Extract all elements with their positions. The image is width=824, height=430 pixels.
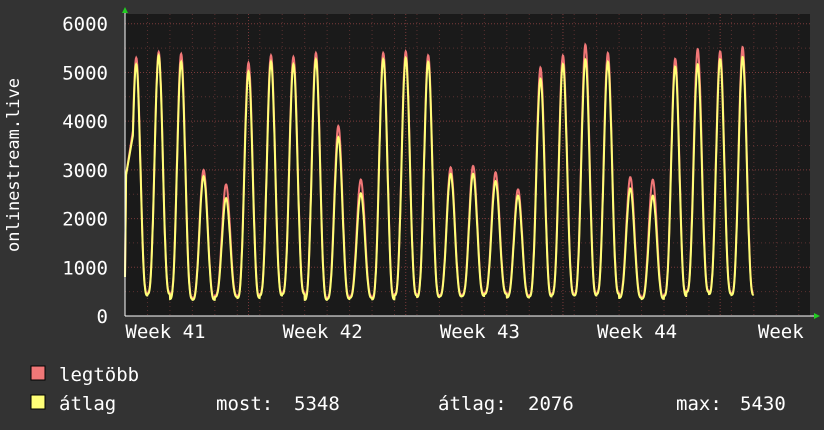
legend-label-legtobb: legtöbb [59, 364, 139, 386]
y-tick-label: 2000 [62, 209, 108, 231]
stat-avg-value: 2076 [528, 393, 574, 415]
x-tick-label: Week 43 [440, 321, 520, 343]
legend: legtöbb átlag most: 5348 átlag: 2076 max… [30, 364, 786, 415]
legend-swatch-legtobb [30, 365, 46, 381]
stat-current-label: most: [216, 393, 273, 415]
y-tick-label: 5000 [62, 62, 108, 84]
grid [125, 14, 810, 316]
legend-label-atlag: átlag [59, 393, 116, 415]
x-axis-arrow [814, 313, 820, 319]
x-tick-label: Week 42 [283, 321, 363, 343]
stat-avg-label: átlag: [438, 393, 507, 415]
x-tick-label: Week [758, 321, 804, 343]
x-tick-label: Week 41 [125, 321, 205, 343]
stat-max-value: 5430 [740, 393, 786, 415]
y-tick-label: 3000 [62, 160, 108, 182]
y-tick-label: 0 [97, 306, 108, 328]
series-line-atlag [124, 52, 755, 301]
y-axis-arrow [122, 7, 128, 13]
y-tick-labels: 0 1000 2000 3000 4000 5000 6000 [62, 14, 108, 328]
legend-swatch-atlag [30, 394, 46, 410]
stat-max-label: max: [676, 393, 722, 415]
y-axis-label: onlinestream.live [4, 78, 24, 252]
x-tick-label: Week 44 [597, 321, 677, 343]
y-tick-label: 4000 [62, 111, 108, 133]
y-tick-label: 1000 [62, 257, 108, 279]
axes [122, 7, 820, 319]
stat-current-value: 5348 [294, 393, 340, 415]
y-tick-label: 6000 [62, 14, 108, 36]
x-tick-labels: Week 41 Week 42 Week 43 Week 44 Week [125, 321, 804, 343]
